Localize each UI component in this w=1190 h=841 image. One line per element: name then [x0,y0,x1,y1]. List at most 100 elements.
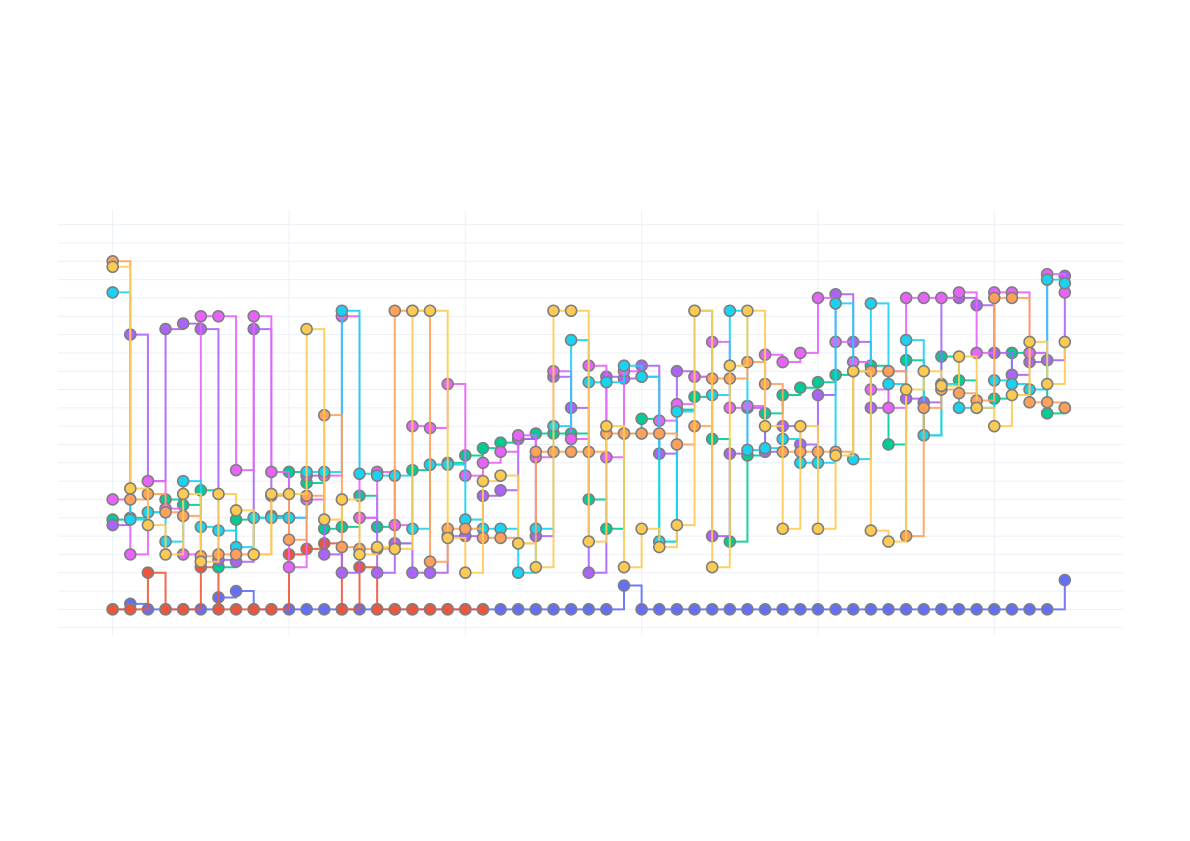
data-point [141,518,155,532]
data-point [300,603,313,616]
data-point [476,474,490,488]
data-point [811,375,825,389]
data-point [229,603,243,616]
data-point [265,465,278,479]
data-point [353,548,366,561]
data-point [1005,388,1019,402]
data-point [1058,276,1072,290]
data-point [229,584,243,598]
data-point [529,603,543,616]
data-point [106,518,119,532]
data-point [617,579,631,592]
data-point [106,286,119,299]
data-point [617,560,631,574]
data-point [794,381,807,394]
data-point [723,603,737,616]
data-point [159,505,172,519]
data-point [917,603,931,616]
data-point [882,603,895,616]
data-point [917,364,931,378]
data-point [1040,407,1054,420]
data-point [494,603,507,616]
data-point [899,383,913,396]
data-point [247,548,261,561]
data-point [846,603,860,616]
data-point [370,469,384,482]
data-point [511,603,525,616]
data-point [864,524,878,537]
data-point [194,309,208,323]
data-point [123,493,137,506]
data-point [811,291,825,305]
data-point [670,438,684,451]
data-point [265,487,278,501]
data-point [705,560,719,574]
data-point [758,419,772,433]
data-point [476,441,490,455]
data-point [635,522,648,536]
data-point [952,286,966,299]
data-point [353,467,366,481]
data-point [741,443,754,457]
data-point [511,537,525,550]
data-point [1023,396,1036,409]
data-point [511,566,525,580]
traces [106,254,1072,616]
data-point [423,603,437,616]
data-point [317,603,331,616]
data-point [511,429,525,442]
data-point [1040,377,1054,391]
data-point [159,548,172,561]
data-point [846,364,860,378]
data-point [935,603,948,616]
data-point [899,291,913,305]
data-point [635,603,648,616]
data-point [547,603,560,616]
data-point [987,419,1001,433]
data-point [935,379,948,393]
data-point [688,304,701,318]
data-point [899,333,913,347]
data-point [494,469,507,482]
data-point [987,603,1001,616]
data-point [106,493,119,506]
data-point [1058,335,1072,349]
data-point [370,566,384,580]
data-point [282,560,296,574]
data-point [582,535,596,548]
data-point [317,513,331,526]
data-point [123,603,137,616]
data-point [300,322,313,336]
data-point [882,377,895,391]
data-point [794,419,807,433]
data-point [741,304,754,318]
data-point [935,291,948,305]
data-point [1040,396,1054,409]
data-point [882,364,895,378]
data-point [652,427,666,440]
data-point [1058,573,1072,587]
data-point [829,297,842,310]
data-point [582,603,596,616]
data-point [159,603,172,616]
data-point [917,401,931,415]
data-point [370,540,384,554]
data-point [459,603,472,616]
series-line [112,265,1066,574]
data-point [282,533,296,547]
data-point [176,317,190,330]
series-7 [106,260,1072,580]
data-point [335,304,349,318]
data-point [494,445,507,459]
data-point [635,370,648,384]
data-point [1023,335,1036,349]
data-point [952,603,966,616]
data-point [1005,603,1019,616]
data-point [829,603,842,616]
data-point [564,432,578,446]
data-point [141,474,155,488]
data-point [123,513,137,526]
data-point [494,531,507,545]
data-point [670,603,684,616]
data-point [811,522,825,536]
